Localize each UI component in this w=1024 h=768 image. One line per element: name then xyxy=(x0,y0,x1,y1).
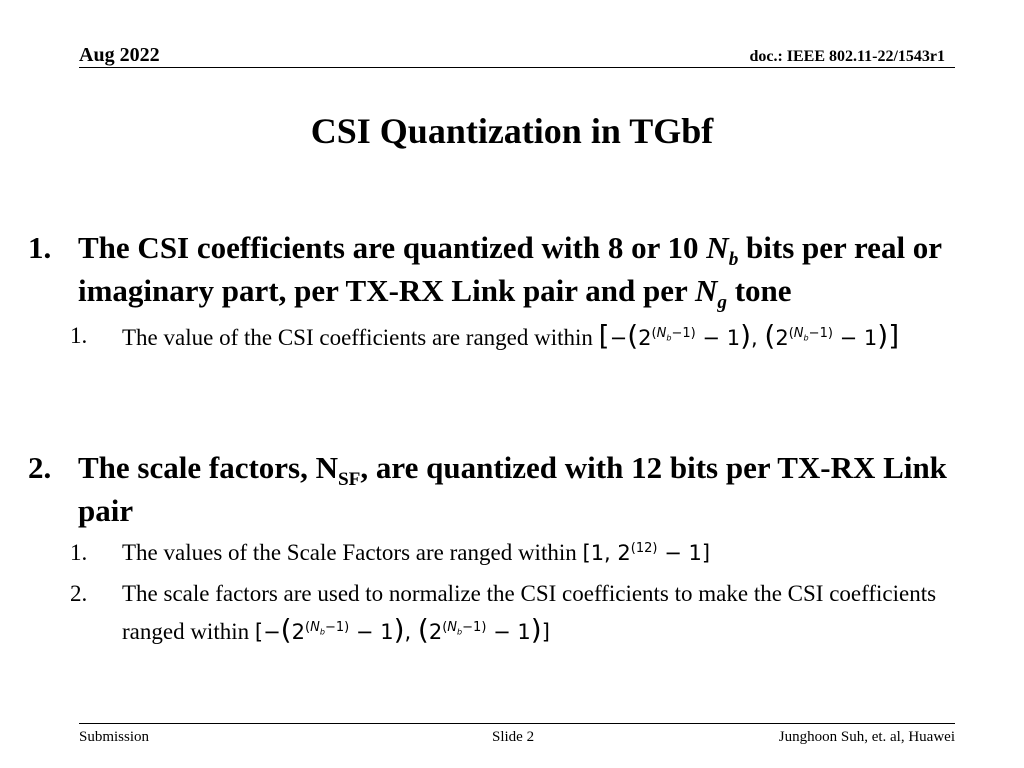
normalized-range-formula: [−(2(Nb−1) − 1), (2(Nb−1) − 1)] xyxy=(254,613,550,646)
slide-title: CSI Quantization in TGbf xyxy=(310,111,714,151)
sub-item-text: The values of the Scale Factors are rang… xyxy=(122,540,711,565)
header-doc-id: doc.: IEEE 802.11-22/1543r1 xyxy=(749,48,945,65)
list-item-2: 2. The scale factors, NSF, are quantized… xyxy=(28,446,1003,532)
sub-item-text: The scale factors are used to normalize … xyxy=(122,581,937,646)
csi-range-formula: [−(2(Nb−1) − 1), (2(Nb−1) − 1)] xyxy=(598,319,900,352)
sub-item-number: 1. xyxy=(70,323,88,348)
sub-item-2-2: 2. The scale factors are used to normali… xyxy=(70,576,1000,650)
sub-item-number: 1. xyxy=(70,540,88,565)
footer-slide-number: Slide 2 xyxy=(492,729,535,745)
list-item-number: 1. xyxy=(28,230,52,265)
footer-submission: Submission xyxy=(79,729,150,745)
list-item-number: 2. xyxy=(28,450,52,485)
sub-item-2-1: 1. The values of the Scale Factors are r… xyxy=(70,535,1000,571)
list-item-text: The CSI coefficients are quantized with … xyxy=(78,230,942,314)
header-date: Aug 2022 xyxy=(79,44,160,66)
header-divider xyxy=(79,67,955,68)
sub-item-1-1: 1. The value of the CSI coefficients are… xyxy=(70,318,1000,356)
sub-item-text: The value of the CSI coefficients are ra… xyxy=(122,319,900,352)
footer-authors: Junghoon Suh, et. al, Huawei xyxy=(778,729,955,745)
scale-factor-range-formula: [1, 2(12) − 1] xyxy=(582,541,711,565)
list-item-text: The scale factors, NSF, are quantized wi… xyxy=(78,450,947,528)
list-item-1: 1. The CSI coefficients are quantized wi… xyxy=(28,226,1003,312)
footer-divider xyxy=(79,723,955,724)
sub-item-number: 2. xyxy=(70,581,88,606)
